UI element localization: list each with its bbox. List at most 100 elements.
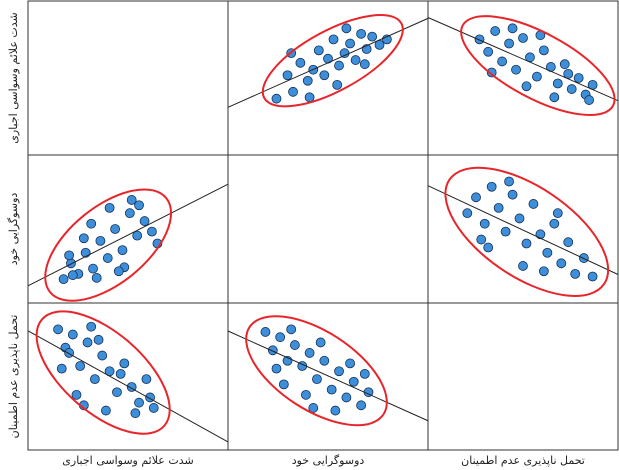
data-point (493, 202, 504, 213)
data-point (552, 78, 563, 89)
data-point (483, 46, 494, 57)
data-point (486, 181, 497, 192)
data-point (563, 237, 574, 248)
data-point (275, 332, 286, 343)
data-point (339, 48, 350, 59)
data-point (80, 247, 91, 258)
data-point (573, 73, 584, 83)
data-point (112, 387, 122, 398)
data-point (471, 192, 481, 203)
fit-line (227, 330, 429, 422)
panel (27, 183, 229, 302)
data-point (511, 64, 521, 75)
data-point (113, 266, 124, 277)
data-point (271, 93, 282, 104)
data-point (462, 208, 473, 219)
data-point (308, 403, 319, 413)
data-point (71, 389, 82, 400)
fit-line (427, 17, 619, 102)
data-point (286, 324, 297, 335)
data-point (552, 208, 563, 219)
fit-line (27, 330, 229, 443)
data-point (260, 327, 271, 337)
data-point (490, 26, 501, 36)
data-point (486, 67, 497, 78)
row-label: شدت علائم وسواسی اجباری (7, 12, 20, 143)
fit-line (427, 185, 619, 275)
data-point (271, 363, 282, 374)
confidence-ellipse (35, 310, 171, 435)
data-point (332, 80, 343, 90)
data-point (95, 235, 106, 246)
data-point (356, 28, 367, 39)
data-point (528, 199, 539, 209)
column-label: شدت علائم وسواسی اجباری (62, 454, 193, 467)
data-point (341, 23, 352, 34)
data-point (110, 224, 121, 234)
data-point (504, 176, 514, 187)
data-point (538, 45, 549, 56)
panel (27, 310, 229, 443)
data-point (367, 31, 378, 42)
data-point (356, 400, 367, 411)
data-point (330, 405, 341, 416)
data-point (267, 345, 278, 356)
data-point (518, 33, 528, 43)
data-point (278, 379, 289, 390)
data-point (295, 57, 306, 68)
column-label: تحمل ناپذیری عدم اطمینان (461, 454, 585, 467)
data-point (359, 59, 370, 70)
data-point (313, 45, 324, 56)
data-point (507, 23, 518, 34)
data-point (570, 268, 581, 279)
data-point (139, 216, 150, 226)
data-point (97, 350, 108, 361)
data-point (345, 358, 355, 369)
data-point (86, 218, 97, 229)
data-point (345, 38, 355, 49)
data-point (119, 358, 130, 369)
data-point (549, 218, 560, 229)
data-point (518, 261, 528, 271)
data-point (479, 218, 490, 229)
panel (427, 15, 619, 116)
panel (427, 166, 619, 297)
matrix-frame (27, 0, 619, 451)
fit-line (27, 183, 229, 287)
data-point (147, 226, 157, 237)
data-point (328, 34, 339, 45)
data-point (500, 226, 511, 237)
data-point (75, 361, 86, 371)
data-point (514, 213, 525, 224)
data-point (497, 56, 508, 67)
data-point (341, 392, 352, 403)
data-point (64, 250, 75, 261)
data-point (58, 274, 69, 285)
confidence-ellipse (44, 188, 173, 302)
data-point (483, 242, 494, 253)
data-point (282, 70, 293, 81)
data-point (67, 329, 78, 340)
data-point (302, 75, 313, 86)
data-point (53, 324, 63, 335)
data-point (507, 189, 518, 200)
data-point (521, 238, 532, 249)
row-label: دوسوگرایی خود (7, 193, 20, 266)
data-point (559, 59, 570, 70)
data-point (93, 334, 104, 345)
data-point (288, 86, 298, 97)
data-point (82, 337, 93, 348)
data-point (535, 229, 546, 240)
data-point (89, 374, 100, 385)
data-point (381, 34, 392, 45)
data-point (538, 266, 549, 277)
data-point (141, 374, 152, 385)
data-point (101, 405, 111, 416)
data-point (132, 230, 143, 241)
data-point (584, 95, 595, 105)
data-point (148, 403, 159, 413)
data-point (542, 247, 553, 258)
row-label: تحمل ناپذیری عدم اطمینان (7, 315, 20, 439)
data-point (532, 71, 542, 82)
